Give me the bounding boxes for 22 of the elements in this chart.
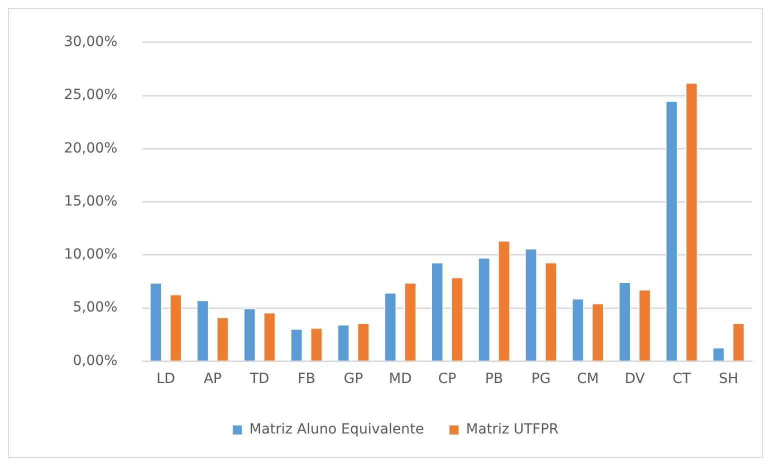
x-tick-label: FB — [298, 371, 316, 388]
x-tick-label: PB — [485, 371, 504, 388]
y-tick-label: 10,00% — [64, 246, 118, 263]
y-tick-label: 0,00% — [72, 352, 118, 369]
x-tick-label: CM — [576, 371, 599, 388]
x-tick-label: MD — [388, 371, 412, 388]
x-tick-label: TD — [248, 371, 270, 388]
y-tick-label: 25,00% — [64, 87, 118, 104]
x-tick-label: PG — [531, 371, 551, 388]
x-tick-label: CT — [672, 371, 692, 388]
y-tick-label: 15,00% — [64, 193, 118, 210]
legend-label: Matriz Aluno Equivalente — [249, 422, 424, 438]
x-tick-label: DV — [624, 371, 646, 388]
x-tick-label: CP — [438, 371, 456, 388]
legend-label: Matriz UTFPR — [466, 422, 559, 438]
y-tick-label: 20,00% — [64, 140, 118, 156]
x-tick-label: LD — [156, 371, 176, 388]
y-tick-label: 30,00% — [64, 34, 118, 50]
x-tick-label: SH — [718, 371, 738, 388]
x-tick-label: GP — [344, 371, 364, 388]
y-tick-label: 5,00% — [72, 300, 118, 316]
x-tick-label: AP — [204, 371, 222, 388]
